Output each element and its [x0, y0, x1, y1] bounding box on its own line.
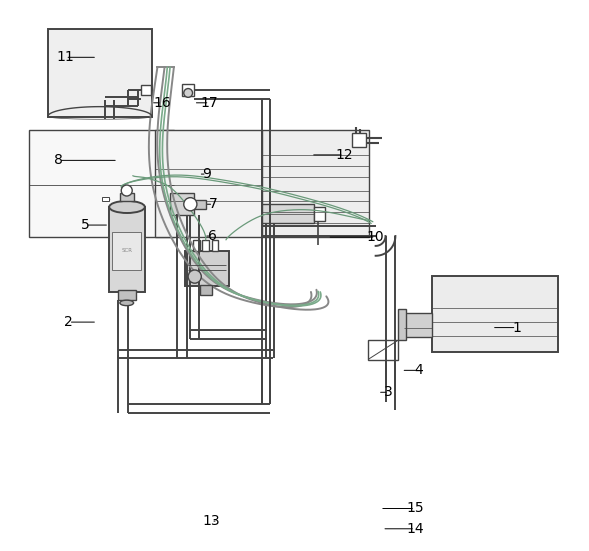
Bar [109, 207, 145, 292]
Text: 12: 12 [335, 148, 353, 162]
Text: 3: 3 [385, 385, 393, 399]
Text: 10: 10 [367, 230, 385, 244]
Bar [170, 193, 194, 215]
Bar [432, 276, 558, 352]
Circle shape [188, 270, 201, 283]
Bar [118, 290, 135, 300]
Text: 5: 5 [81, 218, 90, 232]
Text: 4: 4 [414, 363, 423, 377]
Text: 13: 13 [203, 514, 220, 528]
Bar [182, 84, 194, 96]
Circle shape [184, 89, 193, 98]
Ellipse shape [120, 300, 134, 306]
Text: SCR: SCR [121, 249, 133, 253]
Bar [141, 85, 151, 95]
Text: 2: 2 [64, 315, 73, 329]
Bar [185, 251, 229, 287]
Bar [200, 285, 212, 295]
Bar [211, 240, 219, 251]
Text: 7: 7 [209, 197, 218, 211]
Text: 9: 9 [203, 167, 211, 181]
Ellipse shape [109, 201, 145, 213]
Text: 17: 17 [201, 96, 219, 110]
Bar [368, 339, 398, 360]
Bar [314, 207, 325, 221]
Text: 8: 8 [54, 153, 63, 168]
Bar [398, 310, 406, 340]
Bar [101, 197, 109, 201]
Bar [193, 240, 200, 251]
Bar [262, 130, 369, 237]
Bar [352, 133, 366, 147]
Circle shape [121, 185, 132, 196]
Text: 16: 16 [153, 96, 171, 110]
Circle shape [184, 198, 197, 211]
Text: 15: 15 [406, 501, 424, 516]
Text: 6: 6 [208, 229, 217, 243]
Text: 11: 11 [57, 50, 74, 64]
Text: 1: 1 [512, 321, 521, 334]
Bar [262, 204, 314, 223]
Bar [120, 193, 134, 202]
Bar [29, 130, 174, 237]
Text: 14: 14 [406, 522, 424, 536]
Bar [48, 29, 152, 116]
Bar [203, 240, 209, 251]
Bar [155, 130, 262, 237]
Bar [404, 313, 432, 337]
Bar [112, 231, 141, 270]
Bar [194, 200, 206, 209]
